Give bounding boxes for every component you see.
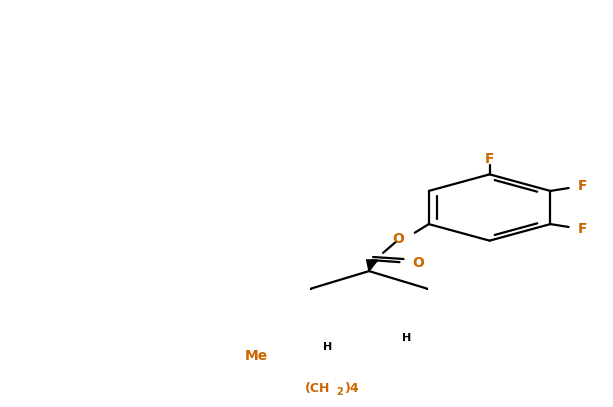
Text: O: O <box>392 232 404 245</box>
Text: (CH: (CH <box>305 382 330 395</box>
Text: F: F <box>577 179 587 193</box>
Text: H: H <box>324 342 333 352</box>
Text: 2: 2 <box>337 387 343 397</box>
Text: H: H <box>402 333 411 344</box>
Text: )4: )4 <box>345 382 359 395</box>
Text: F: F <box>577 222 587 236</box>
Polygon shape <box>367 260 378 271</box>
Polygon shape <box>311 372 366 393</box>
Text: F: F <box>485 151 494 166</box>
Text: O: O <box>412 256 424 270</box>
Text: Me: Me <box>245 349 268 363</box>
Polygon shape <box>369 331 398 339</box>
